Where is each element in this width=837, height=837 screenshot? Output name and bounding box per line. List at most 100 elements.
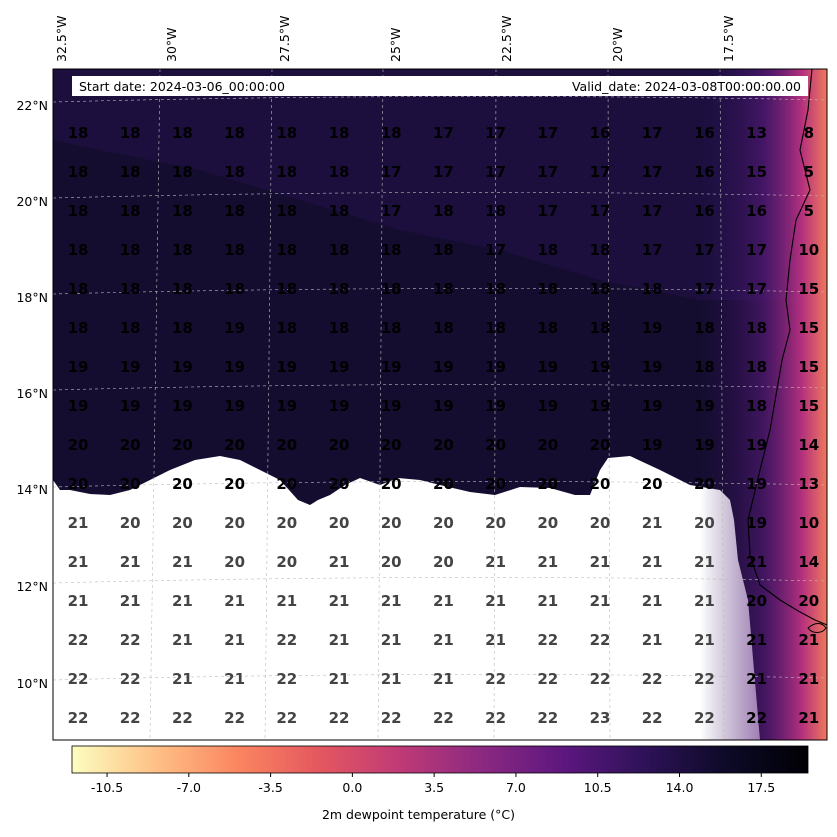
latitude-labels: 22°N 20°N 18°N 16°N 14°N 12°N 10°N [16,98,48,691]
lon-label-20w: 20°W [610,27,625,62]
grid-value: 19 [172,358,193,376]
colorbar-tick-label: 14.0 [666,780,694,795]
grid-value: 5 [804,163,814,181]
colorbar-tick-label: 7.0 [506,780,526,795]
grid-value: 18 [694,319,715,337]
grid-value: 21 [329,670,350,688]
grid-value: 18 [276,280,297,298]
grid-value: 18 [276,202,297,220]
grid-value: 5 [804,202,814,220]
grid-value: 20 [537,514,558,532]
grid-value: 19 [276,358,297,376]
grid-value: 21 [224,631,245,649]
grid-value: 21 [590,553,611,571]
grid-value: 22 [485,670,506,688]
grid-value: 17 [485,241,506,259]
grid-value: 22 [276,631,297,649]
grid-value: 17 [537,163,558,181]
grid-value: 18 [381,241,402,259]
grid-value: 21 [68,553,89,571]
grid-value: 18 [381,280,402,298]
grid-value: 18 [224,163,245,181]
grid-value: 21 [590,592,611,610]
grid-value: 19 [329,397,350,415]
grid-value: 18 [642,280,663,298]
grid-value: 18 [485,280,506,298]
grid-value: 14 [798,553,819,571]
grid-value: 23 [590,709,611,727]
grid-value: 22 [694,709,715,727]
grid-value: 18 [120,202,141,220]
dewpoint-values: 18 18 18 18 18 18 18 17 17 17 16 17 16 13 8 18 18 18 18 18 1… [68,124,820,727]
grid-value: 19 [590,397,611,415]
grid-value: 21 [381,631,402,649]
grid-value: 18 [746,397,767,415]
grid-value: 21 [746,670,767,688]
grid-value: 21 [642,553,663,571]
grid-value: 18 [329,163,350,181]
colorbar-tick-label: -7.0 [177,780,201,795]
grid-value: 21 [329,631,350,649]
grid-value: 22 [642,670,663,688]
grid-value: 20 [746,592,767,610]
grid-value: 20 [120,514,141,532]
longitude-labels: 32.5°W 30°W 27.5°W 25°W 22.5°W 20°W 17.5… [54,16,736,62]
lat-label-16n: 16°N [16,386,48,401]
grid-value: 22 [172,709,193,727]
lon-label-22-5w: 22.5°W [499,16,514,62]
lat-label-18n: 18°N [16,290,48,305]
grid-value: 21 [433,631,454,649]
grid-value: 20 [694,514,715,532]
grid-value: 21 [224,670,245,688]
grid-value: 16 [694,124,715,142]
grid-value: 22 [537,670,558,688]
grid-value: 20 [120,475,141,493]
grid-value: 18 [276,319,297,337]
grid-value: 21 [798,670,819,688]
grid-value: 17 [642,124,663,142]
valid-date: Valid_date: 2024-03-08T00:00:00.00 [571,78,801,94]
grid-value: 21 [172,670,193,688]
grid-value: 22 [276,709,297,727]
grid-value: 22 [590,670,611,688]
lon-label-27-5w: 27.5°W [277,16,292,62]
grid-value: 18 [276,163,297,181]
grid-value: 20 [224,514,245,532]
grid-value: 21 [537,553,558,571]
grid-value: 17 [433,124,454,142]
grid-value: 20 [68,475,89,493]
grid-value: 18 [537,319,558,337]
grid-value: 17 [485,163,506,181]
grid-value: 22 [433,709,454,727]
grid-value: 20 [590,475,611,493]
grid-value: 20 [276,436,297,454]
grid-value: 21 [172,631,193,649]
grid-value: 21 [485,592,506,610]
grid-value: 18 [276,241,297,259]
grid-value: 19 [433,397,454,415]
colorbar-tick-label: 3.5 [424,780,444,795]
grid-value: 18 [68,163,89,181]
grid-value: 13 [798,475,819,493]
grid-value: 17 [642,163,663,181]
grid-value: 21 [485,631,506,649]
grid-value: 20 [120,436,141,454]
grid-value: 22 [590,631,611,649]
grid-value: 22 [642,709,663,727]
grid-value: 22 [120,709,141,727]
grid-value: 18 [172,163,193,181]
grid-value: 14 [798,436,819,454]
coastal-dry-zone [700,69,827,740]
grid-value: 17 [381,202,402,220]
grid-value: 18 [537,241,558,259]
grid-value: 22 [276,670,297,688]
grid-value: 17 [642,241,663,259]
grid-value: 21 [537,592,558,610]
grid-value: 19 [642,436,663,454]
grid-value: 18 [485,319,506,337]
grid-value: 21 [381,670,402,688]
lon-label-30w: 30°W [164,27,179,62]
grid-value: 20 [537,475,558,493]
grid-value: 18 [224,241,245,259]
